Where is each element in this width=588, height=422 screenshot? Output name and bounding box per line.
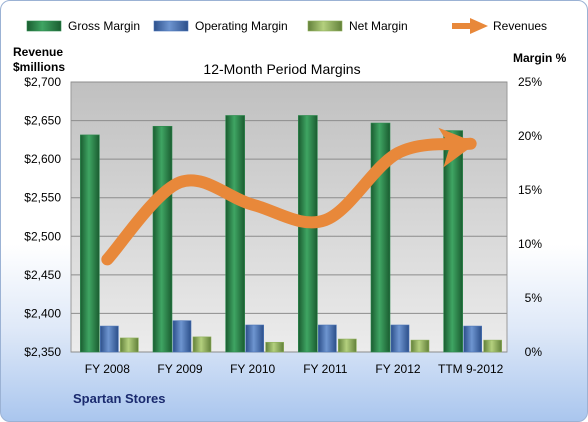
revenue-line-group (101, 127, 477, 266)
left-axis-label-line1: Revenue (13, 45, 63, 59)
legend-label: Net Margin (349, 19, 408, 33)
left-tick-label: $2,400 (24, 306, 61, 320)
category-label: FY 2012 (375, 362, 420, 376)
bar-net-margin (120, 337, 139, 353)
left-tick-label: $2,350 (24, 345, 61, 359)
legend-swatch-arrow (470, 18, 488, 34)
left-tick-label: $2,500 (24, 229, 61, 243)
right-tick-label: 15% (518, 183, 542, 197)
legend: Gross Margin Operating Margin Net Margin Re… (26, 18, 547, 34)
category-label: FY 2010 (230, 362, 275, 376)
right-tick-label: 10% (518, 237, 542, 251)
right-tick-label: 25% (518, 75, 542, 89)
right-axis-ticks: 0% 5% 10% 15% 20% 25% (518, 75, 542, 359)
bar-operating-margin (172, 320, 192, 353)
bar-operating-margin (463, 325, 482, 353)
revenue-line (101, 127, 477, 266)
legend-swatch (153, 20, 189, 32)
bars (80, 115, 502, 353)
left-tick-label: $2,600 (24, 152, 61, 166)
left-tick-label: $2,650 (24, 114, 61, 128)
category-label: FY 2009 (157, 362, 202, 376)
left-axis-label-line2: $millions (13, 60, 65, 74)
category-label: FY 2008 (85, 362, 130, 376)
right-axis-label: Margin % (513, 51, 567, 65)
bar-gross-margin (298, 115, 318, 353)
legend-swatch (26, 20, 62, 32)
bar-operating-margin (245, 324, 264, 353)
bar-operating-margin (390, 324, 410, 353)
right-tick-label: 20% (518, 129, 542, 143)
bar-gross-margin (80, 134, 100, 353)
right-tick-label: 0% (525, 345, 543, 359)
bar-gross-margin (225, 115, 245, 353)
bar-net-margin (265, 341, 284, 353)
category-label: FY 2011 (303, 362, 348, 376)
legend-swatch (307, 20, 343, 32)
legend-label: Revenues (493, 19, 547, 33)
bar-gross-margin (152, 125, 173, 353)
chart-title: 12-Month Period Margins (203, 61, 360, 77)
bar-net-margin (483, 339, 502, 353)
left-tick-label: $2,700 (24, 75, 61, 89)
right-tick-label: 5% (525, 291, 543, 305)
left-tick-label: $2,550 (24, 191, 61, 205)
bar-operating-margin (318, 324, 337, 353)
company-name: Spartan Stores (73, 391, 165, 406)
category-labels: FY 2008 FY 2009 FY 2010 FY 2011 FY 2012 TTM 9… (85, 362, 504, 376)
bar-operating-margin (100, 325, 119, 353)
bar-net-margin (410, 339, 430, 353)
bar-gross-margin (443, 130, 463, 353)
legend-label: Operating Margin (195, 19, 288, 33)
left-tick-label: $2,450 (24, 268, 61, 282)
category-label: TTM 9-2012 (438, 362, 504, 376)
bar-net-margin (338, 338, 357, 353)
gridlines (71, 81, 507, 353)
legend-label: Gross Margin (68, 19, 140, 33)
bar-net-margin (192, 336, 212, 353)
left-axis-ticks: $2,350 $2,400 $2,450 $2,500 $2,550 $2,600 $2,6… (24, 75, 61, 359)
